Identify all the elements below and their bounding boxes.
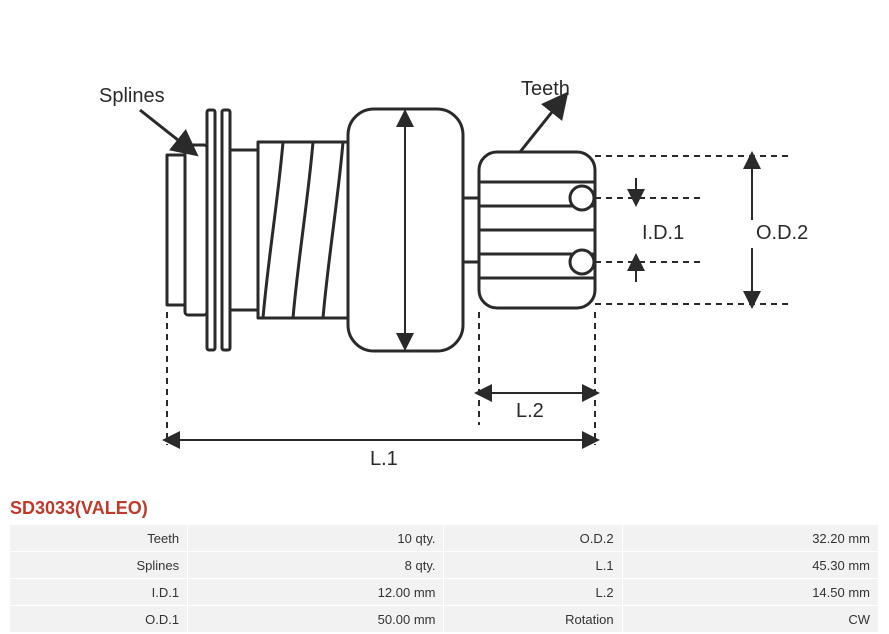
spec-key: Splines — [10, 552, 187, 578]
table-row: O.D.150.00 mmRotationCW — [10, 606, 878, 632]
spec-value: 10 qty. — [188, 525, 443, 551]
spec-key: O.D.2 — [444, 525, 621, 551]
table-row: Splines8 qty.L.145.30 mm — [10, 552, 878, 578]
spec-key: L.1 — [444, 552, 621, 578]
spec-table: Teeth10 qty.O.D.232.20 mmSplines8 qty.L.… — [9, 524, 879, 633]
spec-value: 14.50 mm — [623, 579, 878, 605]
spec-key: I.D.1 — [10, 579, 187, 605]
spec-value: 8 qty. — [188, 552, 443, 578]
spec-value: 45.30 mm — [623, 552, 878, 578]
table-row: Teeth10 qty.O.D.232.20 mm — [10, 525, 878, 551]
technical-diagram: Splines Teeth O.D.1 O.D.2 I.D.1 L.2 L.1 — [0, 0, 889, 480]
spec-key: L.2 — [444, 579, 621, 605]
spec-key: Teeth — [10, 525, 187, 551]
diagram-svg — [0, 0, 889, 480]
spec-key: O.D.1 — [10, 606, 187, 632]
table-row: I.D.112.00 mmL.214.50 mm — [10, 579, 878, 605]
spec-value: CW — [623, 606, 878, 632]
spec-value: 50.00 mm — [188, 606, 443, 632]
spec-value: 32.20 mm — [623, 525, 878, 551]
spec-value: 12.00 mm — [188, 579, 443, 605]
spec-key: Rotation — [444, 606, 621, 632]
product-title: SD3033(VALEO) — [10, 498, 148, 519]
